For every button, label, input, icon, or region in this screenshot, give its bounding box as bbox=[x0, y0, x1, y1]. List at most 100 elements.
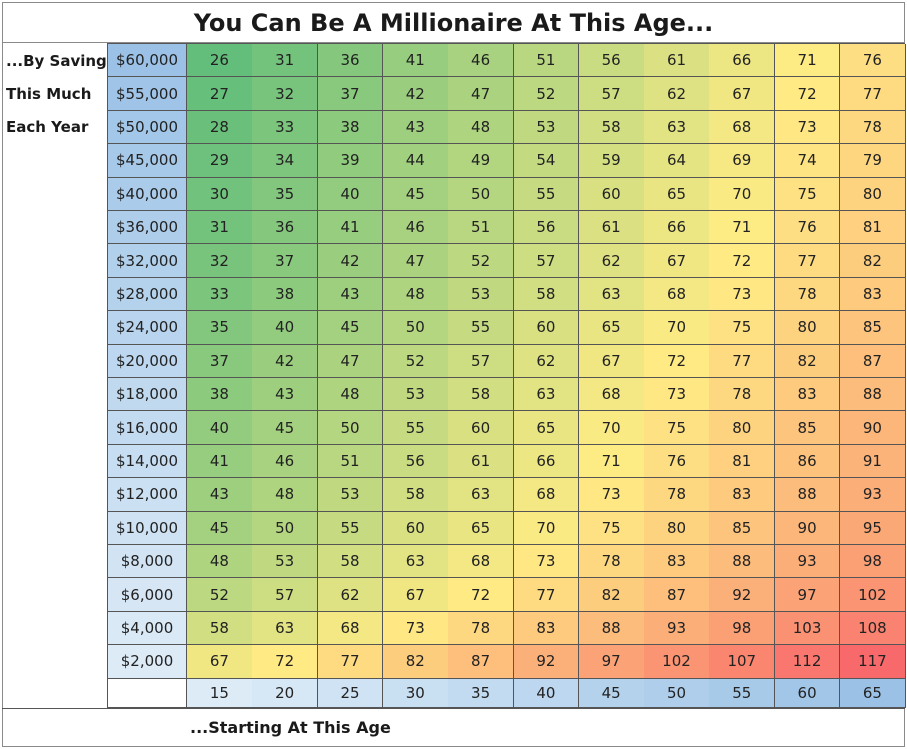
heatmap-cell: 56 bbox=[578, 44, 645, 78]
heatmap-cell: 39 bbox=[317, 144, 384, 178]
heatmap-cell: 82 bbox=[840, 244, 906, 278]
heatmap-cell: 73 bbox=[382, 611, 449, 646]
heatmap-cell: 37 bbox=[252, 244, 319, 278]
savings-label: $24,000 bbox=[108, 311, 187, 345]
heatmap-cell: 90 bbox=[840, 411, 906, 445]
heatmap-cell: 42 bbox=[317, 244, 384, 278]
heatmap-cell: 57 bbox=[448, 344, 514, 378]
heatmap-cell: 34 bbox=[252, 144, 319, 178]
heatmap-cell: 41 bbox=[382, 44, 449, 78]
heatmap-cell: 45 bbox=[252, 411, 319, 445]
heatmap-cell: 56 bbox=[513, 211, 580, 245]
heatmap-cell: 88 bbox=[774, 478, 841, 512]
heatmap-cell: 68 bbox=[448, 545, 514, 579]
heatmap-cell: 47 bbox=[382, 244, 449, 278]
heatmap-cell: 77 bbox=[317, 645, 384, 679]
heatmap-cell: 63 bbox=[382, 545, 449, 579]
heatmap-cell: 82 bbox=[578, 578, 645, 612]
heatmap-cell: 57 bbox=[578, 77, 645, 111]
heatmap-cell: 75 bbox=[578, 511, 645, 545]
savings-label: $8,000 bbox=[108, 545, 187, 579]
heatmap-cell: 63 bbox=[644, 110, 710, 145]
savings-label: $50,000 bbox=[108, 110, 187, 145]
heatmap-cell: 83 bbox=[513, 611, 580, 646]
heatmap-cell: 107 bbox=[709, 645, 776, 679]
heatmap-cell: 49 bbox=[448, 144, 514, 178]
heatmap-cell: 77 bbox=[709, 344, 776, 378]
starting-age-label: 60 bbox=[774, 678, 841, 708]
heatmap-cell: 53 bbox=[513, 110, 580, 145]
heatmap-cell: 43 bbox=[252, 378, 319, 412]
heatmap-cell: 92 bbox=[709, 578, 776, 612]
heatmap-cell: 60 bbox=[578, 177, 645, 211]
heatmap-cell: 72 bbox=[709, 244, 776, 278]
heatmap-cell: 78 bbox=[644, 478, 710, 512]
heatmap-cell: 51 bbox=[317, 444, 384, 479]
heatmap-cell: 31 bbox=[187, 211, 253, 245]
heatmap-cell: 60 bbox=[513, 311, 580, 345]
heatmap-cell: 62 bbox=[513, 344, 580, 378]
heatmap-cell: 52 bbox=[513, 77, 580, 111]
heatmap-cell: 93 bbox=[644, 611, 710, 646]
heatmap-cell: 73 bbox=[578, 478, 645, 512]
heatmap-cell: 48 bbox=[382, 277, 449, 312]
heatmap-cell: 48 bbox=[317, 378, 384, 412]
heatmap-cell: 40 bbox=[317, 177, 384, 211]
heatmap-cell: 53 bbox=[448, 277, 514, 312]
savings-label: $36,000 bbox=[108, 211, 187, 245]
heatmap-cell: 47 bbox=[448, 77, 514, 111]
heatmap-cell: 83 bbox=[709, 478, 776, 512]
heatmap-cell: 50 bbox=[252, 511, 319, 545]
heatmap-cell: 73 bbox=[644, 378, 710, 412]
heatmap-cell: 43 bbox=[317, 277, 384, 312]
heatmap-cell: 58 bbox=[382, 478, 449, 512]
heatmap-cell: 61 bbox=[448, 444, 514, 479]
heatmap-cell: 108 bbox=[840, 611, 906, 646]
footer-divider bbox=[2, 708, 905, 709]
heatmap-cell: 52 bbox=[187, 578, 253, 612]
savings-label: $20,000 bbox=[108, 344, 187, 378]
heatmap-cell: 98 bbox=[709, 611, 776, 646]
heatmap-cell: 36 bbox=[252, 211, 319, 245]
savings-label: $45,000 bbox=[108, 144, 187, 178]
heatmap-cell: 112 bbox=[774, 645, 841, 679]
savings-label: $14,000 bbox=[108, 444, 187, 479]
starting-age-label: 50 bbox=[644, 678, 710, 708]
heatmap-cell: 40 bbox=[187, 411, 253, 445]
chart-title: You Can Be A Millionaire At This Age... bbox=[193, 9, 714, 37]
heatmap-cell: 85 bbox=[840, 311, 906, 345]
heatmap-cell: 37 bbox=[187, 344, 253, 378]
heatmap-cell: 43 bbox=[187, 478, 253, 512]
starting-age-label: 40 bbox=[513, 678, 580, 708]
heatmap-cell: 66 bbox=[709, 44, 776, 78]
heatmap-cell: 97 bbox=[774, 578, 841, 612]
title-divider bbox=[2, 42, 905, 43]
savings-label: $60,000 bbox=[108, 44, 187, 78]
heatmap-cell: 42 bbox=[382, 77, 449, 111]
heatmap-cell: 85 bbox=[774, 411, 841, 445]
heatmap-cell: 46 bbox=[252, 444, 319, 479]
heatmap-cell: 79 bbox=[840, 144, 906, 178]
savings-label: $18,000 bbox=[108, 378, 187, 412]
heatmap-cell: 60 bbox=[382, 511, 449, 545]
heatmap-cell: 82 bbox=[774, 344, 841, 378]
heatmap-cell: 95 bbox=[840, 511, 906, 545]
heatmap-cell: 68 bbox=[578, 378, 645, 412]
heatmap-cell: 48 bbox=[187, 545, 253, 579]
heatmap-cell: 35 bbox=[187, 311, 253, 345]
heatmap-cell: 92 bbox=[513, 645, 580, 679]
heatmap-cell: 42 bbox=[252, 344, 319, 378]
heatmap-cell: 74 bbox=[774, 144, 841, 178]
heatmap-cell: 67 bbox=[644, 244, 710, 278]
heatmap-cell: 38 bbox=[252, 277, 319, 312]
savings-label: $2,000 bbox=[108, 645, 187, 679]
heatmap-cell: 78 bbox=[840, 110, 906, 145]
heatmap-cell: 93 bbox=[774, 545, 841, 579]
footer-label: ...Starting At This Age bbox=[190, 718, 391, 737]
heatmap-cell: 70 bbox=[644, 311, 710, 345]
heatmap-cell: 73 bbox=[709, 277, 776, 312]
heatmap-cell: 58 bbox=[513, 277, 580, 312]
heatmap-cell: 64 bbox=[644, 144, 710, 178]
heatmap-cell: 72 bbox=[774, 77, 841, 111]
heatmap-cell: 31 bbox=[252, 44, 319, 78]
